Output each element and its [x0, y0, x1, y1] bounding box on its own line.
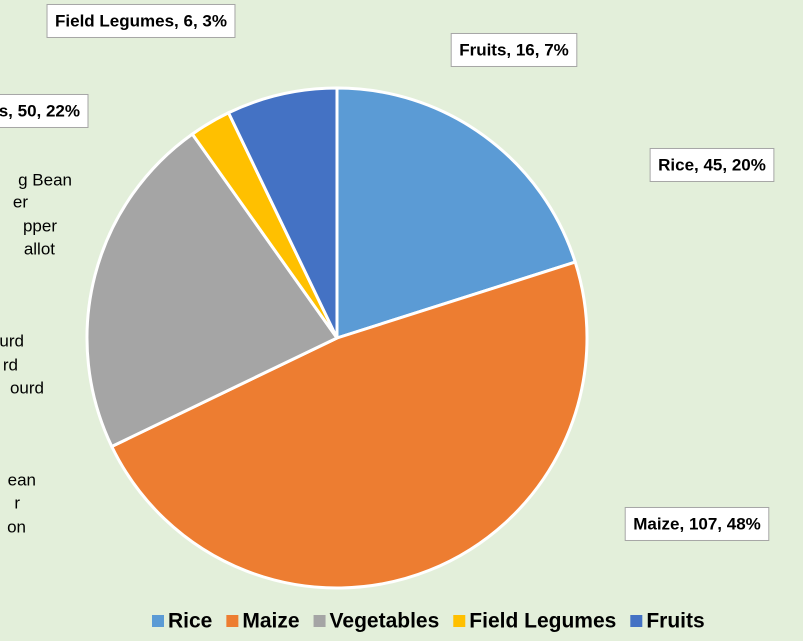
- legend-swatch: [152, 615, 164, 627]
- data-label-box: [450, 32, 578, 67]
- pie-slice: [226, 86, 339, 339]
- side-text: rd: [3, 355, 18, 374]
- legend-label: Vegetables: [330, 610, 440, 633]
- data-label: Field Legumes, 6, 3%: [55, 11, 227, 30]
- pie-slice: [109, 260, 589, 590]
- legend-swatch: [226, 615, 239, 627]
- data-label: Maize, 107, 48%: [633, 514, 761, 533]
- side-text: on: [7, 517, 26, 536]
- data-label-box: [46, 3, 236, 38]
- side-text: r: [14, 493, 20, 512]
- side-text: urd: [0, 331, 24, 350]
- legend-swatch: [313, 615, 326, 627]
- side-text: ourd: [10, 378, 44, 397]
- legend-swatch: [453, 615, 466, 627]
- side-text: er: [13, 192, 28, 211]
- pie-slice: [335, 86, 578, 341]
- data-label-box: [624, 506, 770, 541]
- side-text: allot: [24, 239, 55, 258]
- data-label: Fruits, 16, 7%: [459, 40, 569, 59]
- legend-label: Fruits: [646, 610, 704, 633]
- side-text: ean: [8, 470, 36, 489]
- pie-slice: [85, 132, 340, 449]
- data-label: Vegetables, 50, 22%: [0, 101, 80, 120]
- side-text: pper: [23, 216, 57, 235]
- data-label-box: [0, 93, 89, 128]
- legend-swatch: [630, 615, 643, 627]
- data-label: Rice, 45, 20%: [658, 155, 766, 174]
- legend-label: Field Legumes: [469, 610, 616, 633]
- data-label-box: [649, 147, 775, 182]
- legend-label: Maize: [242, 610, 299, 633]
- side-text: g Bean: [18, 170, 72, 189]
- legend-label: Rice: [168, 610, 212, 633]
